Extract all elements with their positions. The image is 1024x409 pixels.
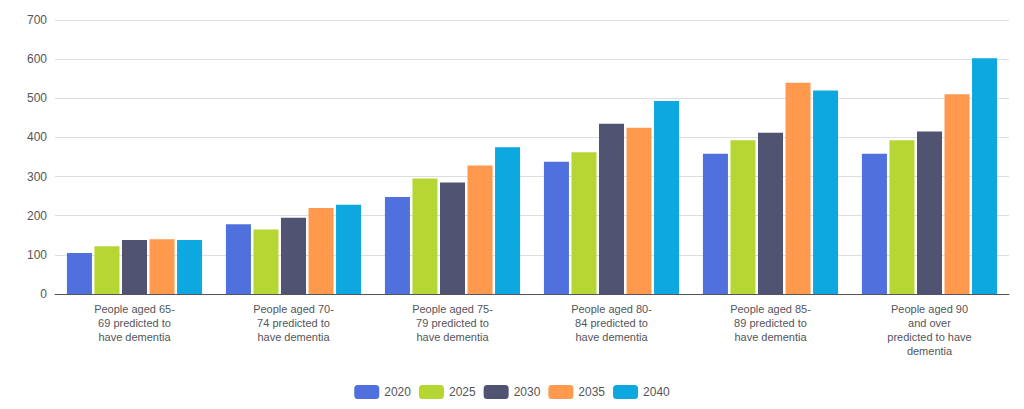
svg-text:2025: 2025 xyxy=(449,385,476,399)
svg-text:dementia: dementia xyxy=(907,345,953,357)
svg-text:100: 100 xyxy=(27,248,47,262)
svg-text:and over: and over xyxy=(908,317,951,329)
svg-text:have dementia: have dementia xyxy=(98,331,171,343)
svg-text:2035: 2035 xyxy=(578,385,605,399)
svg-text:69 predicted to: 69 predicted to xyxy=(98,317,171,329)
svg-text:89 predicted to: 89 predicted to xyxy=(734,317,807,329)
svg-text:600: 600 xyxy=(27,52,47,66)
svg-text:200: 200 xyxy=(27,209,47,223)
svg-text:74 predicted to: 74 predicted to xyxy=(257,317,330,329)
svg-text:People aged 70-: People aged 70- xyxy=(253,303,334,315)
svg-text:People aged 85-: People aged 85- xyxy=(730,303,811,315)
svg-text:People aged 75-: People aged 75- xyxy=(412,303,493,315)
svg-text:84 predicted to: 84 predicted to xyxy=(575,317,648,329)
svg-text:2030: 2030 xyxy=(514,385,541,399)
svg-text:predicted to have: predicted to have xyxy=(887,331,971,343)
svg-text:have dementia: have dementia xyxy=(734,331,807,343)
svg-text:2040: 2040 xyxy=(643,385,670,399)
svg-text:have dementia: have dementia xyxy=(416,331,489,343)
svg-text:0: 0 xyxy=(40,287,47,301)
svg-text:400: 400 xyxy=(27,130,47,144)
svg-text:People aged 90: People aged 90 xyxy=(891,303,968,315)
svg-text:2020: 2020 xyxy=(384,385,411,399)
svg-text:People aged 80-: People aged 80- xyxy=(571,303,652,315)
svg-text:500: 500 xyxy=(27,91,47,105)
svg-text:300: 300 xyxy=(27,170,47,184)
svg-text:have dementia: have dementia xyxy=(575,331,648,343)
svg-text:People aged 65-: People aged 65- xyxy=(94,303,175,315)
svg-text:700: 700 xyxy=(27,13,47,27)
svg-text:79 predicted to: 79 predicted to xyxy=(416,317,489,329)
svg-text:have dementia: have dementia xyxy=(257,331,330,343)
